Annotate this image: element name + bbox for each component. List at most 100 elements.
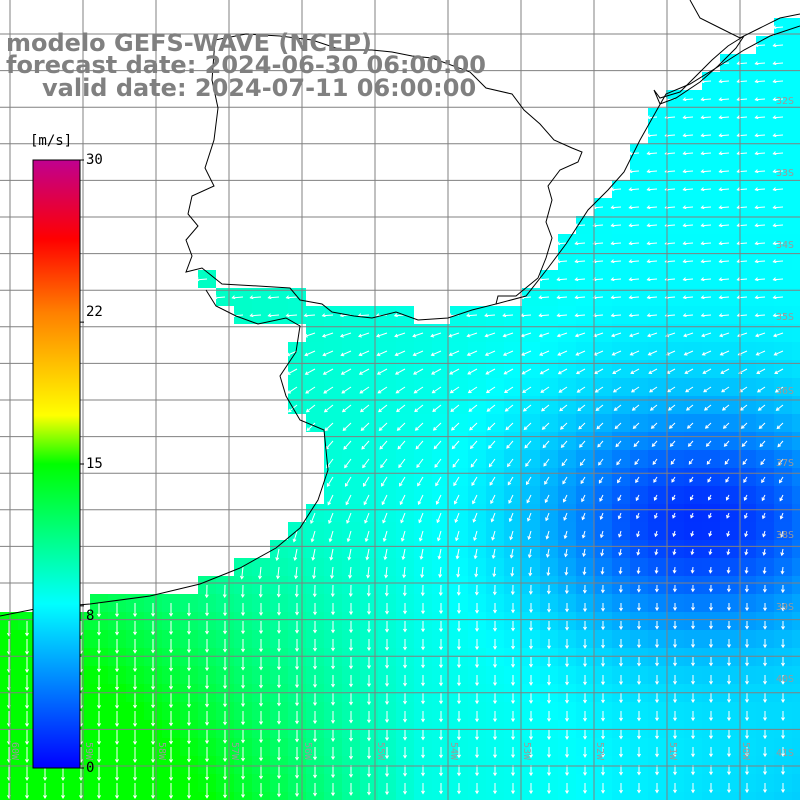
wind-arrow-head [655,625,659,630]
wind-cell [792,396,800,414]
wind-arrow [473,512,478,523]
wind-arrow-head [510,573,515,577]
wind-arrow [721,386,730,393]
wind-arrow [492,548,496,559]
wind-arrow-head [744,551,749,556]
wind-arrow-head [485,389,490,394]
wind-arrow [403,566,406,578]
wind-arrow-head [727,644,731,649]
wind-arrow [701,332,712,337]
wind-arrow-head [700,205,705,210]
wind-arrow-head [490,500,494,505]
wind-arrow-head [434,464,438,468]
wind-arrow-head [529,627,533,632]
wind-arrow [701,116,712,119]
wind-arrow-head [579,444,583,448]
wind-arrow [650,404,658,411]
wind-arrow-head [457,664,461,669]
wind-arrow [450,404,460,412]
wind-arrow-head [491,555,496,559]
wind-arrow-head [467,389,472,394]
wind-arrow-head [492,591,497,596]
wind-arrow [306,404,316,413]
wind-arrow [287,386,298,394]
wind-arrow [503,332,514,337]
wind-cell [558,792,576,800]
wind-arrow-head [547,645,551,650]
wind-arrow [575,350,586,356]
wind-arrow [755,314,766,317]
wind-arrow-head [723,443,728,447]
wind-arrow-head [259,648,263,653]
wind-arrow [542,422,550,430]
wind-arrow-head [635,479,639,484]
wind-arrow-head [491,536,495,541]
wind-arrow [539,332,550,337]
wind-arrow [701,152,712,155]
wind-arrow-head [556,277,561,282]
wind-arrow-head [721,407,726,411]
wind-cell [792,432,800,450]
wind-arrow [341,350,352,356]
wind-arrow [379,440,388,450]
wind-arrow-head [574,241,579,246]
wind-arrow-head [754,277,759,282]
wind-arrow-head [598,461,602,466]
wind-cell [792,558,800,576]
wind-arrow-head [306,427,311,432]
wind-arrow-head [529,645,533,650]
wind-arrow-head [597,443,601,448]
wind-arrow [773,188,784,191]
wind-arrow [456,548,460,559]
wind-cell [792,324,800,342]
wind-arrow-head [396,427,401,431]
wind-arrow-head [493,627,497,632]
wind-arrow-head [781,644,785,649]
wind-arrow-head [649,388,653,393]
wind-arrow-head [618,533,622,538]
wind-arrow-head [313,629,317,634]
wind-arrow-head [557,352,562,356]
wind-arrow-head [594,389,599,393]
wind-cell [774,792,792,800]
colorbar-label-0: 0 [86,760,95,776]
wind-arrow [701,206,712,209]
wind-cell [612,792,630,800]
wind-arrow [277,566,280,579]
wind-arrow-head [772,79,777,84]
wind-arrow-head [488,445,492,449]
wind-arrow [773,116,784,119]
wind-arrow [779,476,784,483]
wind-arrow [763,548,766,555]
wind-arrow-head [259,612,263,616]
wind-arrow-head [385,610,389,615]
wind-arrow-head [655,662,659,667]
wind-arrow-head [475,646,479,650]
wind-arrow-head [493,609,497,614]
wind-arrow-head [689,496,694,501]
wind-arrow-head [582,571,587,576]
wind-arrow-head [303,333,308,338]
wind-arrow-head [682,277,687,282]
wind-arrow [619,566,622,574]
lon-label-56w: 56W [302,742,313,761]
wind-arrow-head [646,313,651,318]
wind-arrow-head [205,630,209,635]
wind-arrow-head [672,588,677,593]
wind-arrow-head [565,608,569,613]
wind-arrow-head [646,169,651,174]
wind-arrow [397,422,406,431]
wind-arrow-head [762,570,767,575]
wind-arrow-head [259,630,263,635]
wind-arrow [616,458,622,465]
wind-arrow-head [488,463,493,468]
wind-arrow-head [313,684,317,688]
wind-arrow-head [474,591,479,596]
wind-arrow [565,548,568,557]
wind-arrow-head [258,575,262,580]
wind-arrow [612,368,622,374]
wind-arrow-head [772,43,777,48]
wind-arrow [773,152,784,155]
wind-arrow-head [448,313,452,318]
wind-arrow [575,278,586,281]
